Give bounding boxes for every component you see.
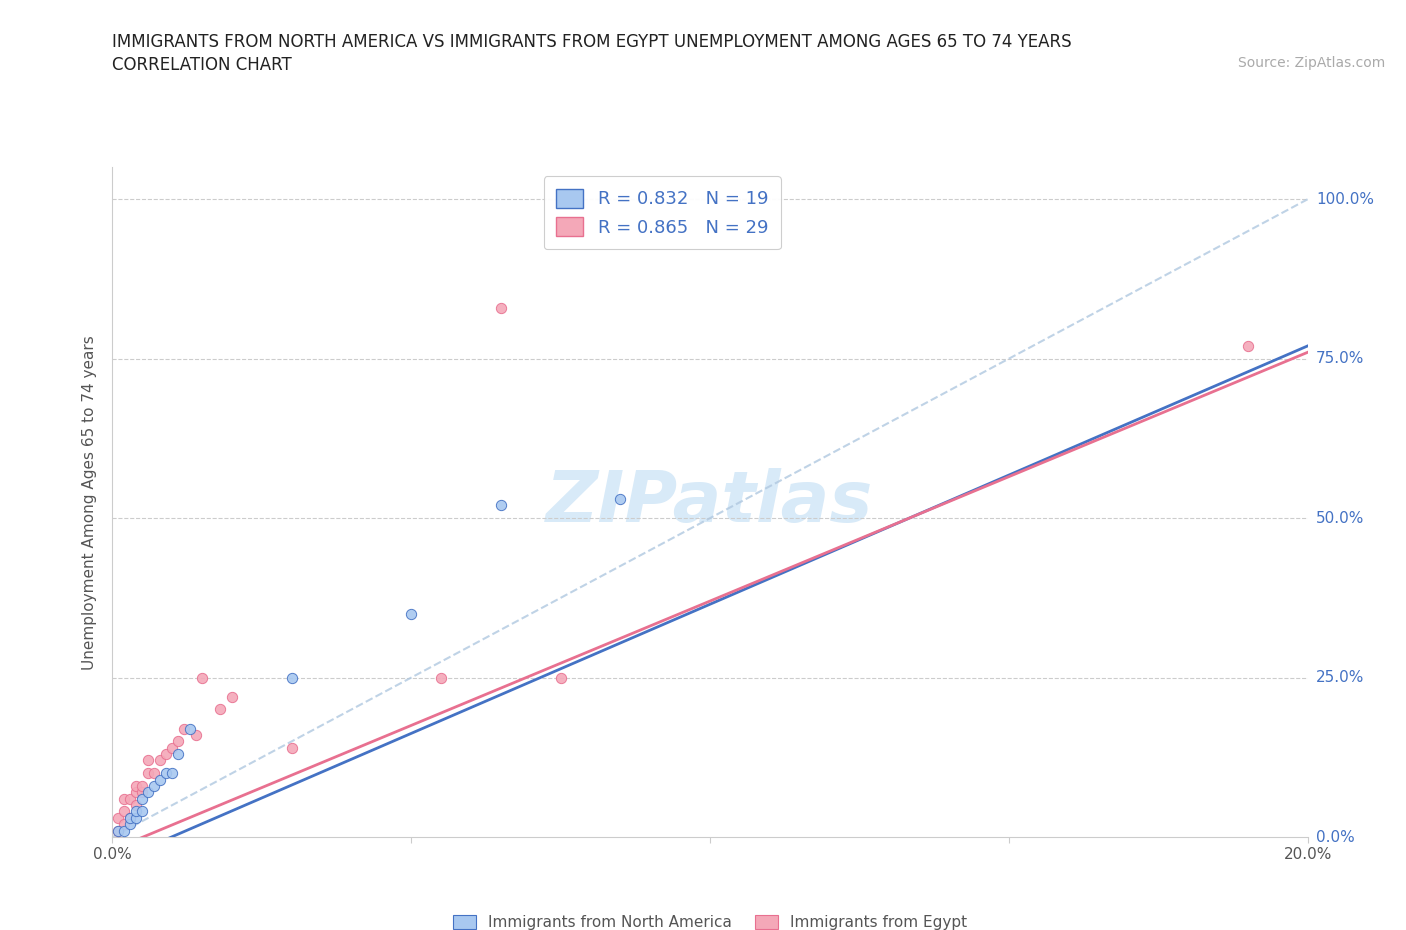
Text: CORRELATION CHART: CORRELATION CHART	[112, 56, 292, 73]
Point	[138, 765, 160, 780]
Point	[149, 753, 172, 768]
Point	[114, 823, 135, 838]
Point	[430, 671, 453, 685]
Point	[167, 734, 190, 749]
Point	[155, 765, 177, 780]
Text: ZIPatlas: ZIPatlas	[547, 468, 873, 537]
Point	[191, 671, 214, 685]
Point	[125, 785, 148, 800]
Text: Source: ZipAtlas.com: Source: ZipAtlas.com	[1237, 56, 1385, 70]
Point	[125, 804, 148, 819]
Point	[107, 810, 129, 825]
Point	[149, 772, 172, 787]
Point	[609, 492, 631, 507]
Point	[167, 747, 190, 762]
Point	[401, 606, 423, 621]
Point	[138, 785, 160, 800]
Point	[107, 823, 129, 838]
Text: IMMIGRANTS FROM NORTH AMERICA VS IMMIGRANTS FROM EGYPT UNEMPLOYMENT AMONG AGES 6: IMMIGRANTS FROM NORTH AMERICA VS IMMIGRA…	[112, 33, 1073, 50]
Point	[125, 778, 148, 793]
Point	[125, 798, 148, 813]
Point	[489, 498, 512, 512]
Point	[179, 721, 201, 736]
Point	[162, 765, 183, 780]
Point	[131, 785, 153, 800]
Point	[143, 778, 166, 793]
Text: 100.0%: 100.0%	[1316, 192, 1374, 206]
Point	[162, 740, 183, 755]
Y-axis label: Unemployment Among Ages 65 to 74 years: Unemployment Among Ages 65 to 74 years	[82, 335, 97, 670]
Point	[131, 804, 153, 819]
Point	[489, 300, 512, 315]
Text: 50.0%: 50.0%	[1316, 511, 1364, 525]
Point	[281, 740, 304, 755]
Point	[186, 727, 208, 742]
Point	[120, 810, 142, 825]
Point	[120, 810, 142, 825]
Point	[1237, 339, 1260, 353]
Point	[120, 791, 142, 806]
Point	[143, 765, 166, 780]
Point	[114, 791, 135, 806]
Point	[131, 791, 153, 806]
Point	[281, 671, 304, 685]
Point	[114, 817, 135, 831]
Text: 75.0%: 75.0%	[1316, 352, 1364, 366]
Point	[221, 689, 243, 704]
Point	[125, 810, 148, 825]
Point	[138, 753, 160, 768]
Point	[120, 817, 142, 831]
Point	[173, 721, 195, 736]
Point	[550, 671, 572, 685]
Text: 25.0%: 25.0%	[1316, 671, 1364, 685]
Text: 0.0%: 0.0%	[1316, 830, 1354, 844]
Legend: Immigrants from North America, Immigrants from Egypt: Immigrants from North America, Immigrant…	[447, 910, 973, 930]
Point	[155, 747, 177, 762]
Point	[208, 702, 231, 717]
Point	[114, 804, 135, 819]
Point	[107, 823, 129, 838]
Point	[131, 778, 153, 793]
